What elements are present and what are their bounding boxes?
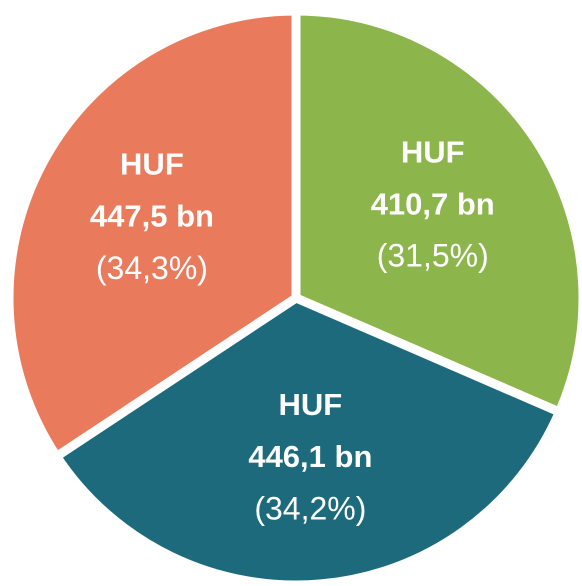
pie-slice <box>4 6 301 463</box>
slice-percent: (34,3%) <box>96 250 208 286</box>
slice-amount: 447,5 bn <box>90 199 214 234</box>
slice-percent: (34,2%) <box>254 490 366 526</box>
slice-percent: (31,5%) <box>377 238 489 274</box>
slice-amount: 410,7 bn <box>371 186 495 221</box>
slice-category: HUF <box>401 134 465 169</box>
pie-slice <box>291 6 582 418</box>
slice-category: HUF <box>279 387 343 422</box>
slice-category: HUF <box>120 147 184 182</box>
slice-amount: 446,1 bn <box>248 439 372 474</box>
pie-slice <box>50 292 566 586</box>
